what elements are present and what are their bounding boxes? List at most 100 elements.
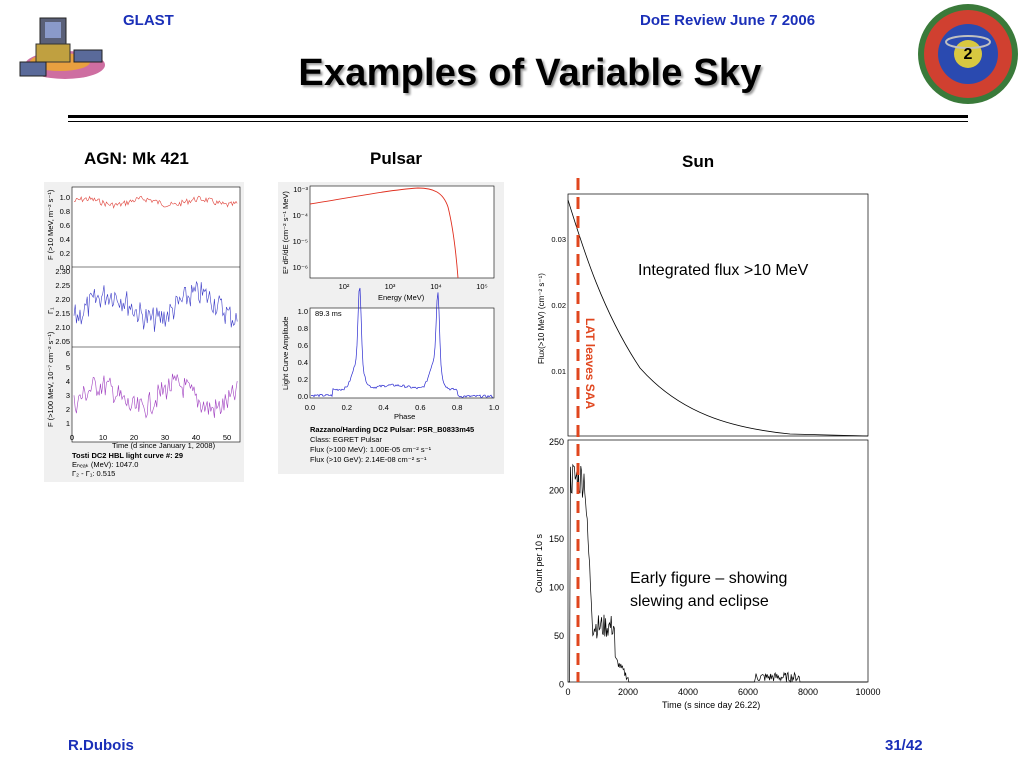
agn-x-tick: 30	[161, 433, 169, 442]
sun-bot-ytick: 200	[549, 486, 564, 496]
pulsar-bot-ytick: 0.8	[298, 324, 308, 333]
pulsar-top-ytick: 10⁻³	[293, 185, 308, 194]
agn-mid-ylabel: Γ₁	[46, 307, 55, 314]
sun-bot-ytick: 50	[554, 631, 564, 641]
sun-xtick: 0	[565, 687, 570, 697]
agn-mid-ticks: 2.30 2.25 2.20 2.15 2.10 2.05	[55, 267, 70, 346]
pulsar-top-ytick: 10⁻⁴	[292, 211, 308, 220]
header-right-text: DoE Review June 7 2006	[640, 12, 816, 29]
agn-bot-ticks: 6 5 4 3 2 1	[66, 349, 70, 428]
early-figure-note-1: Early figure – showing	[630, 570, 788, 587]
sun-top-ytick: 0.02	[551, 301, 566, 310]
sun-figure: 0.03 0.02 0.01 250 200 150 100 50 0 0 2000 4000 6000…	[530, 178, 900, 718]
agn-x-tick: 10	[99, 433, 107, 442]
pulsar-bot-ytick: 1.0	[298, 307, 308, 316]
agn-x-tick: 40	[192, 433, 200, 442]
early-figure-note-2: slewing and eclipse	[630, 593, 769, 610]
pulsar-bot-xtick: 0.8	[452, 403, 462, 412]
header-left-text: GLAST	[123, 12, 174, 29]
sun-count-curve	[568, 463, 868, 683]
footer-page-number: 31/42	[885, 737, 923, 754]
sun-top-ylabel: Flux(>10 MeV) (cm⁻² s⁻¹)	[537, 273, 546, 364]
saa-label: LAT leaves SAA	[583, 318, 597, 409]
agn-bot-tick: 5	[66, 363, 70, 372]
agn-bot-tick: 2	[66, 405, 70, 414]
pulsar-top-xtick: 10³	[385, 282, 396, 291]
pulsar-caption-2: Class: EGRET Pulsar	[310, 435, 382, 444]
pulsar-figure: 10⁻³ 10⁻⁴ 10⁻⁵ 10⁻⁶ 10² 10³ 10⁴ 10⁵ 1.0 0.8 0.6 0.4…	[278, 182, 504, 474]
sun-xtick: 8000	[798, 687, 818, 697]
pulsar-bot-ytick: 0.2	[298, 375, 308, 384]
pulsar-period: 89.3 ms	[315, 309, 342, 318]
pulsar-caption-3: Flux (>100 MeV): 1.00E-05 cm⁻² s⁻¹	[310, 445, 432, 454]
agn-label: AGN: Mk 421	[84, 149, 189, 168]
pulsar-top-xtick: 10⁵	[476, 282, 487, 291]
sun-bot-ytick: 150	[549, 534, 564, 544]
pulsar-spectrum-curve	[309, 187, 459, 279]
pulsar-top-xlabel: Energy (MeV)	[378, 293, 425, 302]
agn-top-tick: 0.0	[60, 263, 70, 272]
agn-top-tick: 0.2	[60, 249, 70, 258]
agn-mid-tick: 2.20	[55, 295, 70, 304]
pulsar-bot-xtick: 0.4	[378, 403, 388, 412]
pulsar-bot-ytick: 0.6	[298, 341, 308, 350]
agn-top-tick: 0.4	[60, 235, 70, 244]
agn-x-tick: 50	[223, 433, 231, 442]
pulsar-light-curve	[310, 287, 494, 399]
agn-top-tick: 0.6	[60, 221, 70, 230]
agn-mid-tick: 2.30	[55, 267, 70, 276]
agn-mid-tick: 2.05	[55, 337, 70, 346]
sun-label: Sun	[682, 152, 715, 171]
sun-flux-curve	[567, 199, 869, 437]
svg-text:2: 2	[964, 46, 973, 63]
sun-xlabel: Time (s since day 26.22)	[662, 700, 760, 710]
pulsar-top-ylabel: E² dF/dE (cm⁻² s⁻¹ MeV)	[281, 191, 290, 274]
title-rule-thin	[68, 121, 968, 122]
pulsar-bot-xtick: 1.0	[489, 403, 499, 412]
agn-xlabel: Time (d since January 1, 2008)	[112, 441, 216, 450]
slide-title: Examples of Variable Sky	[298, 52, 762, 94]
pulsar-top-xtick: 10²	[339, 282, 350, 291]
agn-mid-tick: 2.25	[55, 281, 70, 290]
agn-bot-ylabel: F (>100 MeV, 10⁻⁷ cm⁻² s⁻¹)	[46, 331, 55, 427]
pulsar-bot-xtick: 0.0	[305, 403, 315, 412]
agn-top-ticks: 1.0 0.8 0.6 0.4 0.2 0.0	[60, 193, 70, 272]
sun-xtick: 2000	[618, 687, 638, 697]
data-challenge-logo: 2	[916, 2, 1020, 106]
sun-bot-ytick: 100	[549, 583, 564, 593]
pulsar-caption-1: Razzano/Harding DC2 Pulsar: PSR_B0833m45	[310, 425, 474, 434]
sun-bot-ytick: 0	[559, 680, 564, 690]
sun-bot-ylabel: Count per 10 s	[534, 533, 544, 593]
agn-caption-2: Eₕₑₐₖ (MeV): 1047.0	[72, 460, 138, 469]
agn-mid-tick: 2.15	[55, 309, 70, 318]
pulsar-bot-xtick: 0.6	[415, 403, 425, 412]
agn-x-tick: 0	[70, 433, 74, 442]
agn-caption-3: Γ₂ - Γ₁: 0.515	[72, 469, 115, 478]
agn-top-ylabel: F (>10 MeV, m⁻² s⁻¹)	[46, 189, 55, 260]
agn-light-curve-figure: 1.0 0.8 0.6 0.4 0.2 0.0 2.30 2.25 2.20 2.15 2.10 2…	[44, 182, 244, 482]
sun-xtick: 10000	[855, 687, 880, 697]
agn-bot-tick: 4	[66, 377, 70, 386]
pulsar-bot-ytick: 0.0	[298, 392, 308, 401]
pulsar-bot-xlabel: Phase	[394, 412, 415, 421]
sun-bot-ytick: 250	[549, 437, 564, 447]
agn-mid-tick: 2.10	[55, 323, 70, 332]
glast-logo	[10, 10, 110, 85]
agn-x-tick: 20	[130, 433, 138, 442]
integrated-flux-note: Integrated flux >10 MeV	[638, 262, 809, 279]
agn-bot-tick: 3	[66, 391, 70, 400]
footer-author: R.Dubois	[68, 737, 134, 754]
title-rule-thick	[68, 115, 968, 118]
pulsar-top-ytick: 10⁻⁶	[293, 263, 308, 272]
agn-bot-tick: 1	[66, 419, 70, 428]
sun-xtick: 6000	[738, 687, 758, 697]
sun-top-ytick: 0.01	[551, 367, 566, 376]
agn-bot-tick: 6	[66, 349, 70, 358]
agn-top-tick: 0.8	[60, 207, 70, 216]
pulsar-top-ytick: 10⁻⁵	[293, 237, 308, 246]
pulsar-caption-4: Flux (>10 GeV): 2.14E-08 cm⁻² s⁻¹	[310, 455, 427, 464]
sun-xtick: 4000	[678, 687, 698, 697]
pulsar-top-xtick: 10⁴	[430, 282, 442, 291]
pulsar-bot-ylabel: Light Curve Amplitude	[281, 317, 290, 390]
pulsar-bot-ytick: 0.4	[298, 358, 308, 367]
